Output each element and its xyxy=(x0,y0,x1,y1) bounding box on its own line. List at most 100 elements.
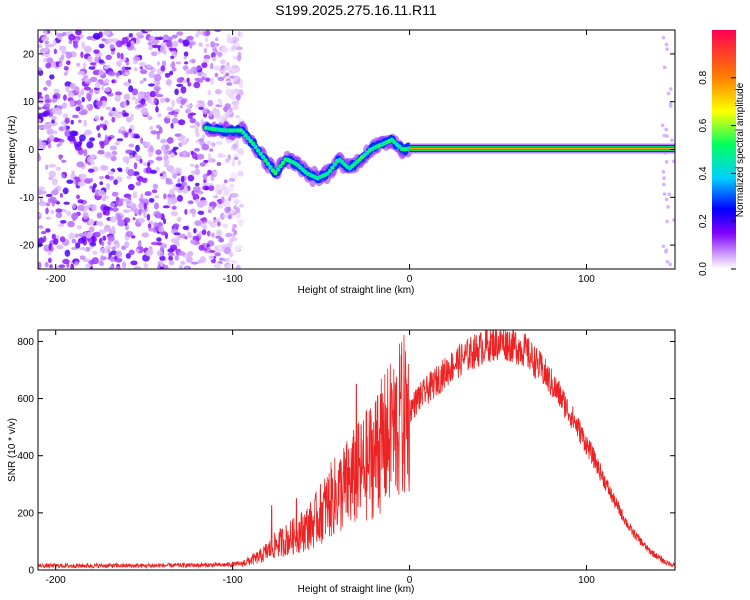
noise-blob xyxy=(74,261,79,266)
noise-blob xyxy=(95,100,103,107)
noise-blob xyxy=(128,249,135,256)
noise-blob xyxy=(187,251,194,257)
noise-blob xyxy=(79,255,85,260)
noise-blob xyxy=(55,166,62,171)
y-tick-label: 800 xyxy=(17,337,34,348)
noise-blob xyxy=(667,192,672,196)
noise-blob xyxy=(231,64,239,69)
noise-blob xyxy=(86,231,92,239)
noise-blob xyxy=(132,217,136,221)
noise-blob xyxy=(662,65,667,70)
noise-blob xyxy=(223,188,230,195)
noise-blob xyxy=(159,173,163,177)
noise-blob xyxy=(80,88,85,96)
noise-blob xyxy=(148,227,156,232)
noise-blob xyxy=(200,218,207,222)
noise-blob xyxy=(38,153,41,161)
noise-blob xyxy=(115,40,124,48)
noise-blob xyxy=(38,125,44,130)
noise-blob xyxy=(114,141,120,146)
noise-blob xyxy=(174,88,179,96)
noise-blob xyxy=(180,140,188,145)
noise-blob xyxy=(190,67,194,74)
noise-blob xyxy=(122,156,130,163)
noise-blob xyxy=(89,137,96,142)
noise-blob xyxy=(218,237,224,243)
noise-blob xyxy=(178,38,183,44)
noise-blob xyxy=(203,54,211,60)
noise-blob xyxy=(174,254,179,261)
colorbar-tick-label: 0.4 xyxy=(698,166,709,180)
noise-blob xyxy=(50,210,55,215)
noise-blob xyxy=(44,98,51,104)
noise-blob xyxy=(121,66,126,74)
noise-blob xyxy=(49,74,55,80)
noise-blob xyxy=(138,217,145,224)
noise-blob xyxy=(181,150,188,158)
noise-blob xyxy=(204,37,209,43)
noise-blob xyxy=(97,132,101,138)
noise-blob xyxy=(235,46,243,51)
noise-blob xyxy=(57,108,63,116)
noise-blob xyxy=(199,199,208,207)
noise-blob xyxy=(119,198,124,202)
snr-axes: -200 -100 0 100 0 200 400 600 800 xyxy=(17,330,675,586)
noise-blob xyxy=(231,159,236,167)
noise-blob xyxy=(203,159,209,163)
noise-blob xyxy=(159,266,164,269)
noise-blob xyxy=(154,195,159,199)
noise-blob xyxy=(225,111,230,120)
noise-blob xyxy=(212,195,219,199)
noise-blob xyxy=(69,130,77,137)
noise-blob xyxy=(183,56,187,60)
y-tick-label: 600 xyxy=(17,394,34,405)
noise-blob xyxy=(194,168,201,176)
trace-core xyxy=(243,133,248,138)
noise-blob xyxy=(197,79,204,83)
noise-blob xyxy=(43,30,48,37)
noise-blob xyxy=(219,257,224,261)
noise-blob xyxy=(104,224,111,232)
noise-blob xyxy=(38,112,47,117)
trace-core xyxy=(255,148,261,153)
y-tick-label: 10 xyxy=(23,97,35,108)
noise-blob xyxy=(156,213,162,219)
noise-blob xyxy=(176,77,183,83)
noise-blob xyxy=(231,193,239,198)
noise-blob xyxy=(201,144,210,151)
noise-blob xyxy=(231,67,238,75)
noise-blob xyxy=(670,138,674,143)
noise-blob xyxy=(116,138,124,142)
noise-blob xyxy=(170,55,175,60)
noise-blob xyxy=(43,103,51,109)
carrier-core xyxy=(409,148,675,150)
noise-blob xyxy=(145,141,151,147)
noise-blob xyxy=(207,206,213,211)
noise-blob xyxy=(668,87,673,91)
noise-blob xyxy=(83,75,89,79)
noise-blob xyxy=(45,62,52,69)
noise-blob xyxy=(105,245,112,250)
noise-blob xyxy=(661,244,666,249)
noise-blob xyxy=(119,126,126,132)
trace-core xyxy=(278,164,283,169)
noise-blob xyxy=(234,245,241,252)
noise-blob xyxy=(46,79,52,87)
noise-blob xyxy=(136,104,144,108)
noise-blob xyxy=(154,36,160,41)
noise-blob xyxy=(166,137,174,144)
noise-blob xyxy=(58,62,63,68)
noise-blob xyxy=(196,153,205,160)
noise-blob xyxy=(233,205,237,210)
trace-core xyxy=(265,161,271,166)
trace-core xyxy=(273,170,278,176)
noise-blob xyxy=(85,204,92,208)
noise-blob xyxy=(170,62,176,68)
noise-blob xyxy=(151,51,158,57)
noise-blob xyxy=(213,65,221,71)
noise-blob xyxy=(84,129,92,136)
noise-blob xyxy=(39,47,47,55)
noise-blob xyxy=(111,150,118,156)
spectrogram-marks xyxy=(38,30,675,269)
noise-blob xyxy=(86,104,91,109)
